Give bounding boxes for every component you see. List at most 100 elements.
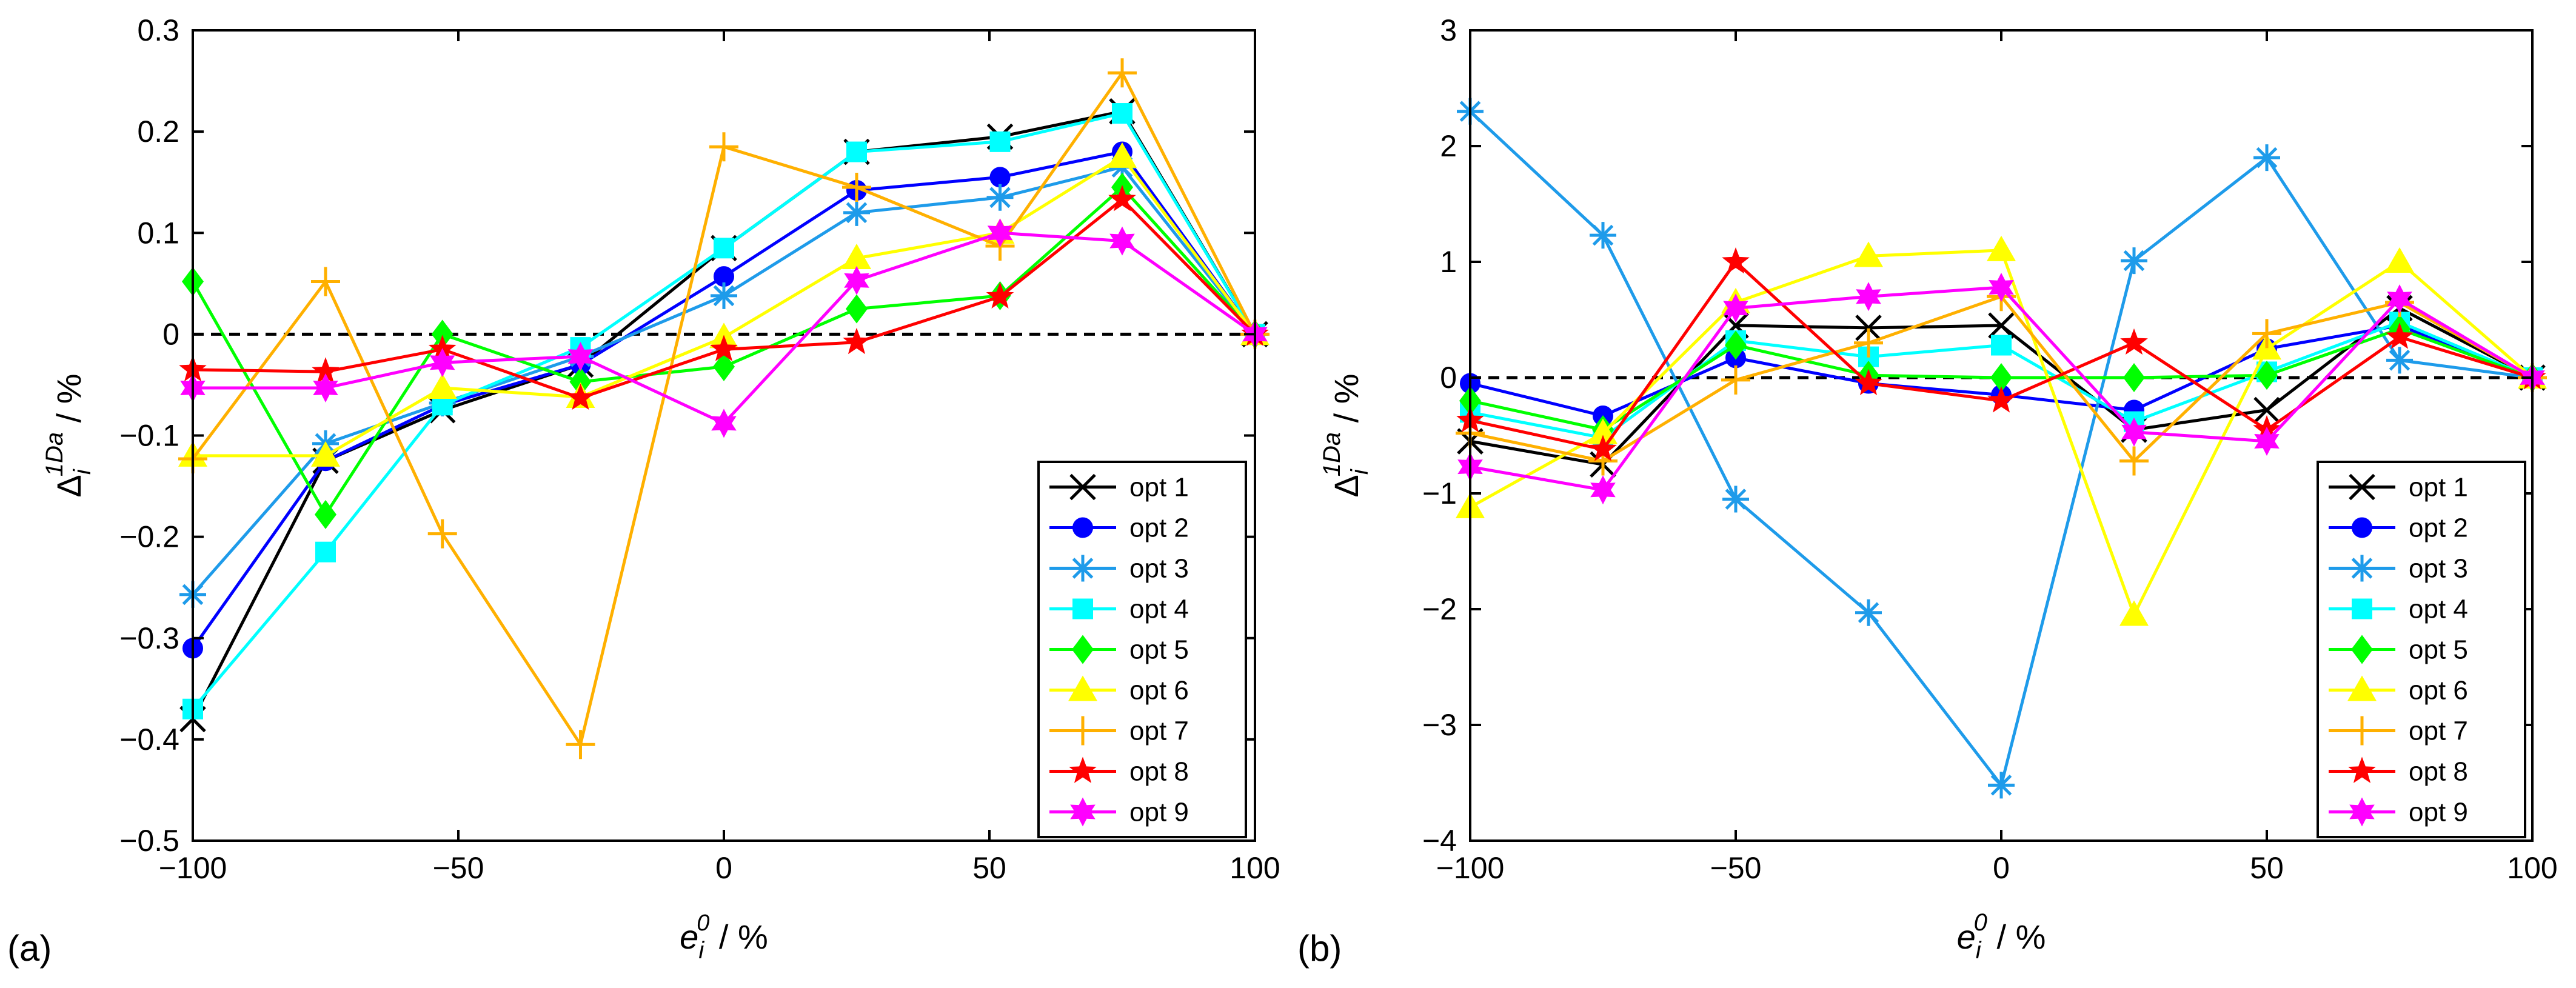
panel-label-a: (a) [7,928,52,969]
data-point [311,267,340,296]
legend-item: opt 4 [2329,595,2468,624]
legend-label: opt 1 [2409,473,2468,502]
data-point [709,132,738,162]
data-point [843,199,870,226]
y-tick-label: 0.2 [137,115,179,149]
data-point [2119,600,2149,626]
data-point [2253,396,2280,424]
data-point [986,184,1014,211]
data-point [1722,486,1749,513]
legend-label: opt 2 [2409,513,2468,543]
data-point [2386,322,2414,349]
legend-marker [1068,675,1097,701]
legend-item: opt 9 [1049,797,1189,827]
data-point [1721,365,1750,395]
data-point [1112,103,1132,124]
data-point [311,441,340,467]
y-tick-label: 0 [162,317,179,351]
data-point [1108,142,1137,168]
data-point [2386,347,2413,374]
data-point [711,409,737,438]
data-point [846,294,868,324]
data-point [846,141,867,162]
y-axis-label-sub: i [1347,469,1373,475]
legend-label: opt 3 [2409,554,2468,584]
x-axis-label-unit: / % [709,918,768,956]
legend-item: opt 4 [1049,595,1189,624]
data-point [2387,284,2412,314]
legend-label: opt 2 [1129,513,1189,543]
data-point [1989,273,2014,302]
x-tick-label: 100 [2507,851,2557,885]
data-point [1108,185,1136,212]
legend-marker [1070,797,1096,827]
y-axis-label-main: Δ [50,475,88,497]
y-axis-label-main: Δ [1327,475,1365,497]
legend-label: opt 3 [1129,554,1189,584]
y-tick-label: −2 [1422,592,1457,626]
data-point [987,218,1013,248]
data-point [428,335,457,361]
legend-label: opt 7 [1129,716,1189,746]
legend-label: opt 8 [2409,757,2468,787]
x-axis-label-unit: / % [1987,918,2046,956]
y-axis-label-sup: 1Da [41,432,68,476]
y-tick-label: −0.5 [119,824,179,858]
data-point [1988,312,2015,339]
data-point [986,282,1014,309]
legend-label: opt 5 [2409,635,2468,665]
data-point [427,373,457,399]
legend-item: opt 9 [2329,797,2468,827]
legend-marker [2347,675,2377,701]
x-axis-label-sub: i [1976,937,1982,964]
data-point [315,541,336,562]
data-point [566,383,595,410]
y-tick-label: 0.1 [137,216,179,250]
ticks-b: −100 −50 0 50 100 −4 −3 −2 −1 0 1 2 3 [1422,13,2558,885]
data-point [429,348,455,378]
x-axis-label-a: ei0 / % [680,910,768,964]
legend-item: opt 2 [1049,513,1189,543]
legend-item: opt 2 [2329,513,2468,543]
legend-item: opt 7 [1049,716,1189,746]
legend-item: opt 5 [1049,635,1189,665]
legend-marker [1072,635,1094,664]
data-point [842,244,871,270]
x-tick-label: −100 [159,851,227,885]
y-axis-label-b: Δi1Da / % [1319,373,1373,497]
y-tick-label: 1 [1440,245,1457,279]
legend-item: opt 1 [1049,473,1189,502]
legend-marker [2349,473,2375,501]
y-tick-label: −0.3 [119,621,179,655]
legend-marker [1069,473,1096,501]
data-point [315,499,336,529]
legend-label: opt 4 [1129,595,1189,624]
x-tick-label: −100 [1436,851,1505,885]
data-point [2123,363,2145,392]
data-point [989,167,1011,188]
data-point [2252,319,2281,349]
data-point [1988,772,2015,799]
data-point [313,373,338,402]
legend-marker [1068,716,1097,746]
legend-marker [2348,756,2376,783]
y-tick-label: 3 [1440,13,1457,47]
y-tick-label: −0.4 [119,723,179,756]
data-point [566,730,595,759]
data-point [711,282,737,309]
data-point [1856,282,1881,312]
x-axis-label-b: ei0 / % [1957,909,2046,964]
y-tick-label: −0.2 [119,520,179,554]
data-point [1854,328,1883,358]
legend-a: opt 1 opt 2 opt 3 opt 4 opt 5 opt 6 opt 7 opt 8… [1037,461,1247,838]
data-point [1855,315,1882,341]
legend-marker [2352,517,2372,538]
y-tick-label: −3 [1422,708,1457,742]
y-tick-label: −1 [1422,476,1457,510]
data-point [844,265,869,295]
data-point [1590,475,1616,505]
panel-a: −100 −50 0 50 100 −0.5 −0.4 −0.3 −0.2 −0.1 0 0.1 0.2… [7,13,1280,969]
legend-item: opt 3 [1049,554,1189,584]
